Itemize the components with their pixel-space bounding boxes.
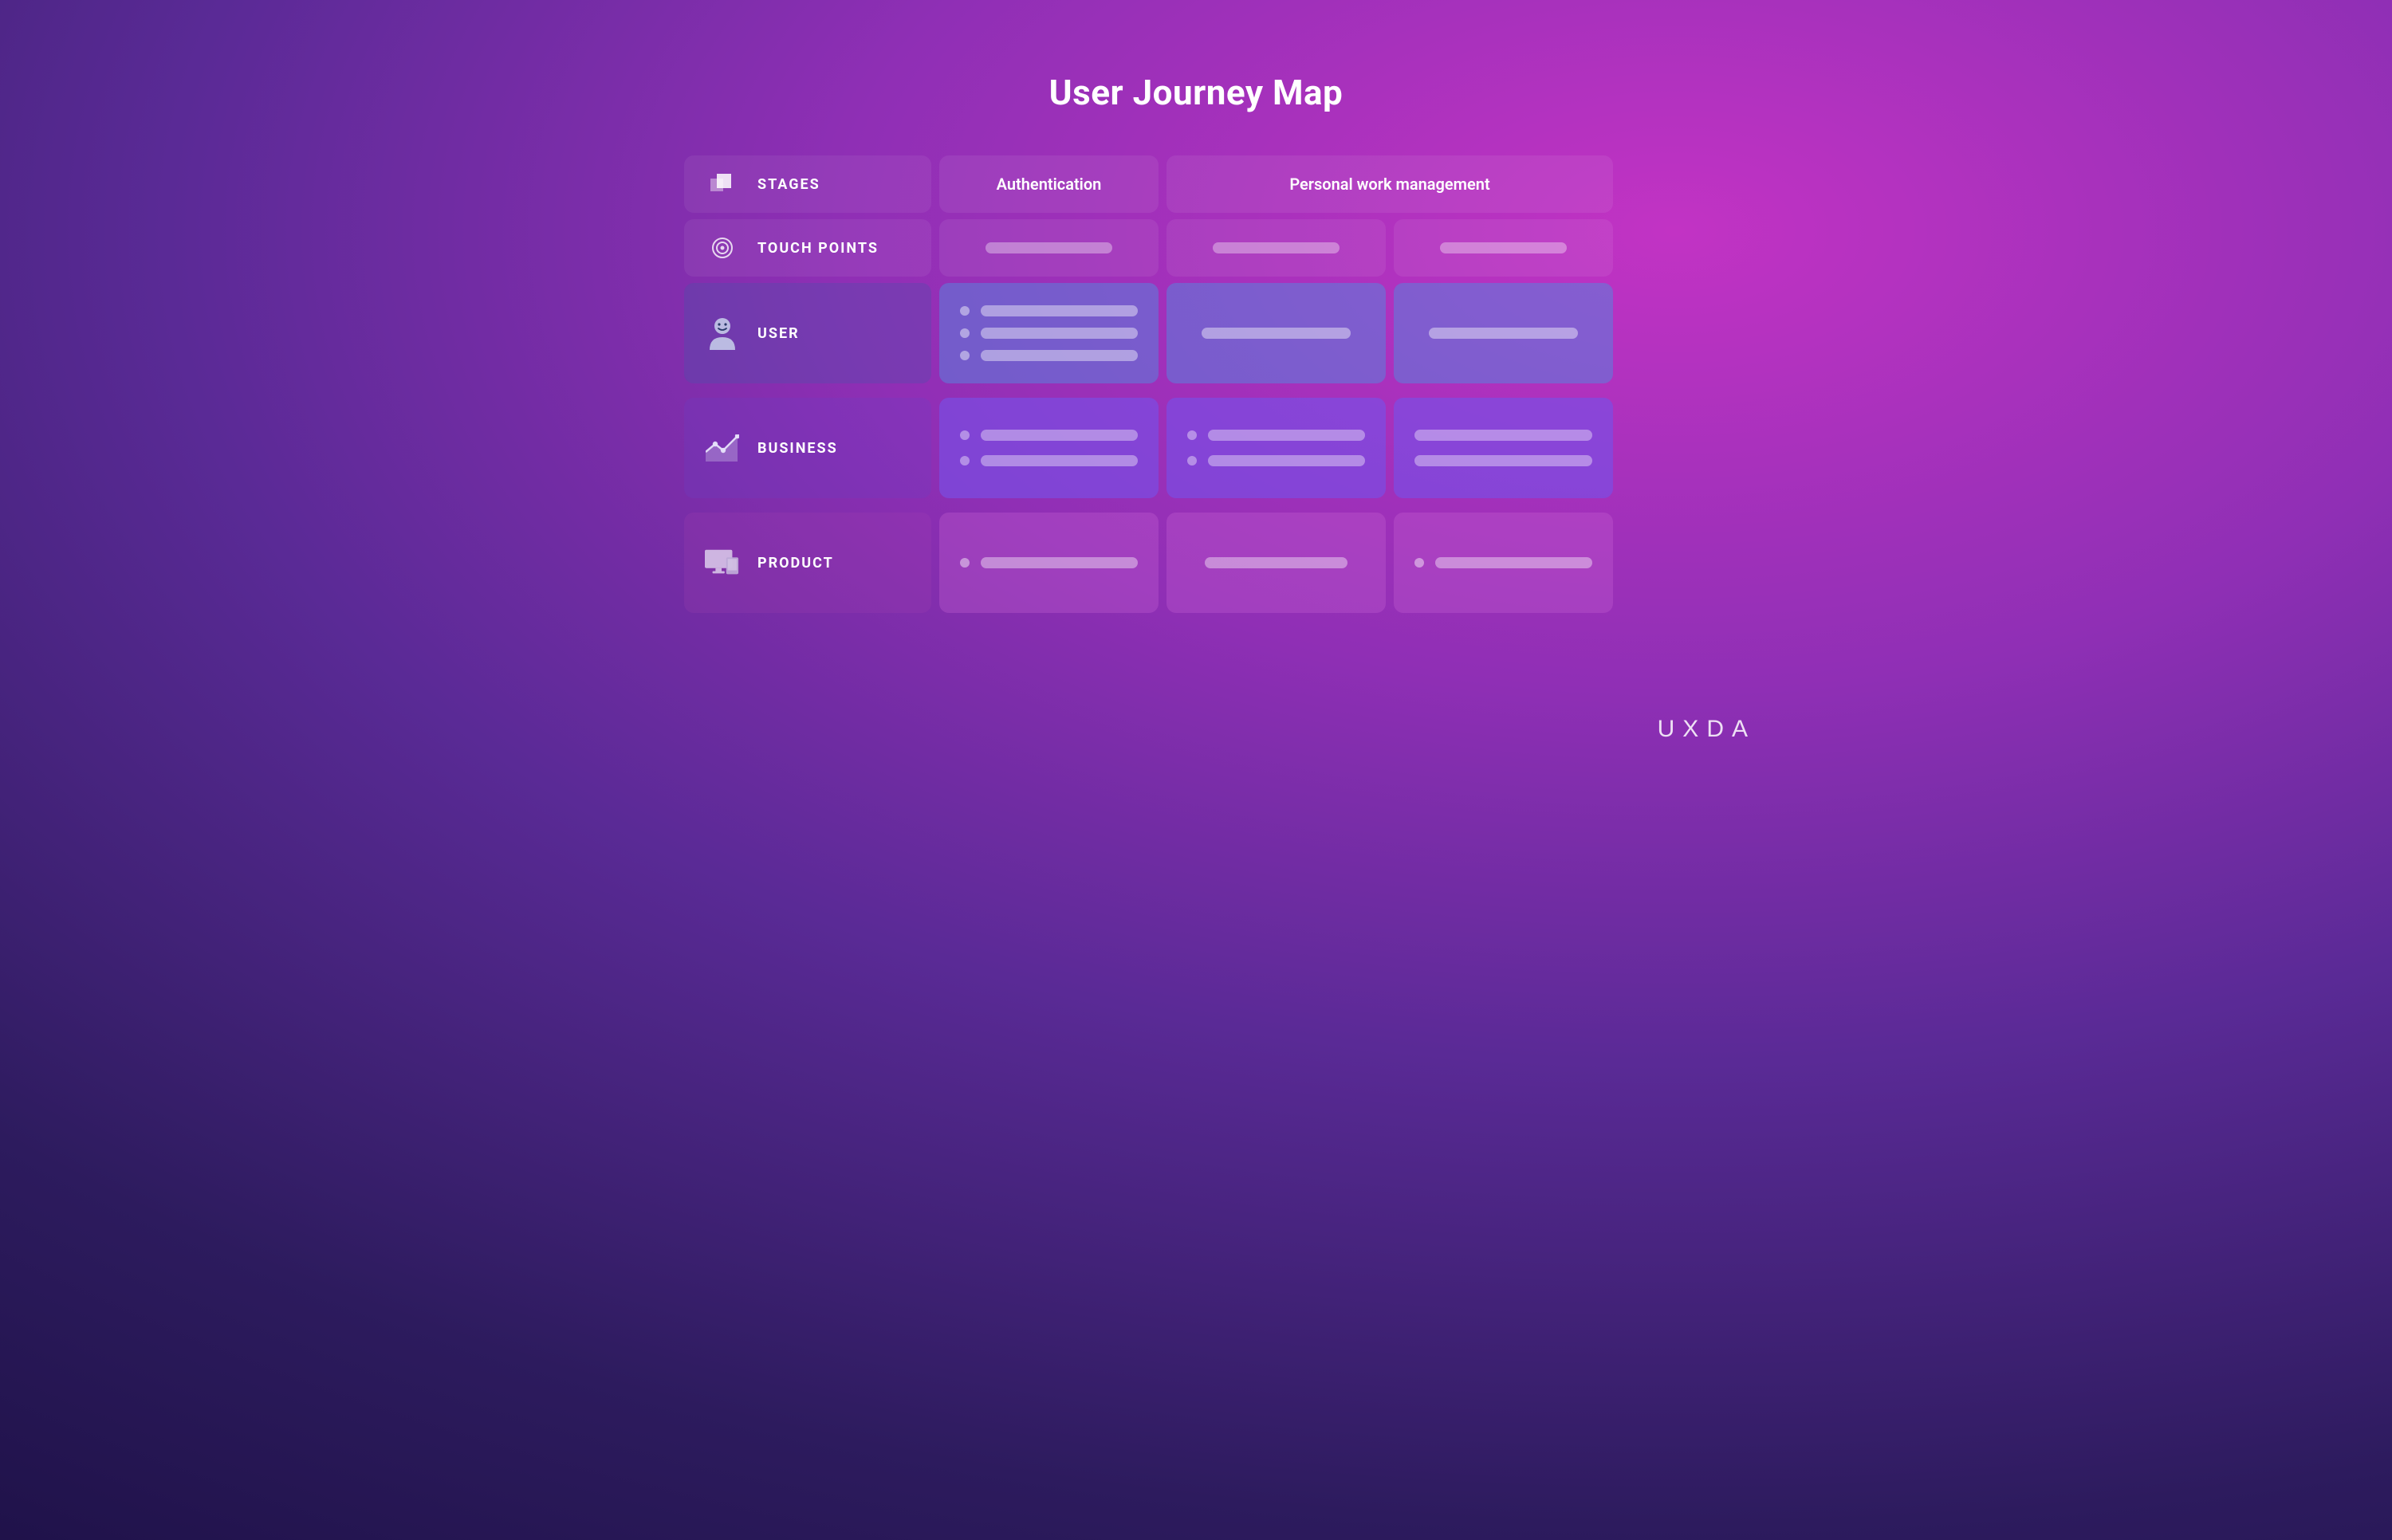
placeholder-bar [1435,557,1592,568]
row-label-text: PRODUCT [757,555,834,572]
stage-cell-authentication: Authentication [939,155,1159,213]
list-item [960,430,1138,441]
bullet-icon [960,558,970,568]
stage-label: Personal work management [1289,175,1489,194]
row-label-user: USER [684,283,931,383]
list-item [1187,430,1365,441]
row-label-text: TOUCH POINTS [757,240,879,257]
bullet-icon [960,351,970,360]
business-cell [1394,398,1613,498]
devices-icon [705,549,740,576]
placeholder-bar [1213,242,1340,253]
stage-cell-personal-work: Personal work management [1166,155,1613,213]
placeholder-bar [981,305,1138,316]
placeholder-bar [981,430,1138,441]
row-label-business: BUSINESS [684,398,931,498]
row-label-text: STAGES [757,176,820,193]
page-title: User Journey Map [598,0,1794,113]
bullet-icon [1187,456,1197,466]
placeholder-bar [1208,430,1365,441]
business-cell [939,398,1159,498]
placeholder-bar [1414,430,1592,441]
product-cell [939,513,1159,613]
placeholder-bar [981,350,1138,361]
target-icon [705,237,740,259]
business-cell [1166,398,1386,498]
user-cell [1166,283,1386,383]
touchpoint-cell [1394,219,1613,277]
bullet-icon [960,456,970,466]
placeholder-bar [1208,455,1365,466]
placeholder-bar [1202,328,1351,339]
bullet-icon [960,430,970,440]
placeholder-bar [981,328,1138,339]
brand-logo: UXDA [1658,716,1756,743]
placeholder-bar [1414,455,1592,466]
journey-grid: STAGES Authentication Personal work mana… [684,155,1708,613]
placeholder-bar [986,242,1113,253]
list-item [1187,455,1365,466]
list-item [960,350,1138,361]
list-item [960,305,1138,316]
row-label-text: BUSINESS [757,440,838,457]
placeholder-bar [981,557,1138,568]
placeholder-bar [1205,557,1347,568]
product-cell [1166,513,1386,613]
touchpoint-cell [1166,219,1386,277]
stages-icon [705,174,740,194]
bullet-icon [1414,558,1424,568]
row-label-stages: STAGES [684,155,931,213]
user-icon [705,316,740,350]
bullet-icon [960,306,970,316]
bullet-icon [1187,430,1197,440]
chart-icon [705,434,740,462]
product-cell [1394,513,1613,613]
list-item [960,328,1138,339]
user-cell [939,283,1159,383]
row-label-touchpoints: TOUCH POINTS [684,219,931,277]
placeholder-bar [1429,328,1578,339]
placeholder-bar [1440,242,1568,253]
placeholder-bar [981,455,1138,466]
user-cell [1394,283,1613,383]
list-item [960,455,1138,466]
row-label-product: PRODUCT [684,513,931,613]
bullet-icon [960,328,970,338]
row-label-text: USER [757,325,800,342]
stage-label: Authentication [997,175,1102,194]
touchpoint-cell [939,219,1159,277]
journey-map-canvas: User Journey Map STAGES Authentication P… [598,0,1794,770]
